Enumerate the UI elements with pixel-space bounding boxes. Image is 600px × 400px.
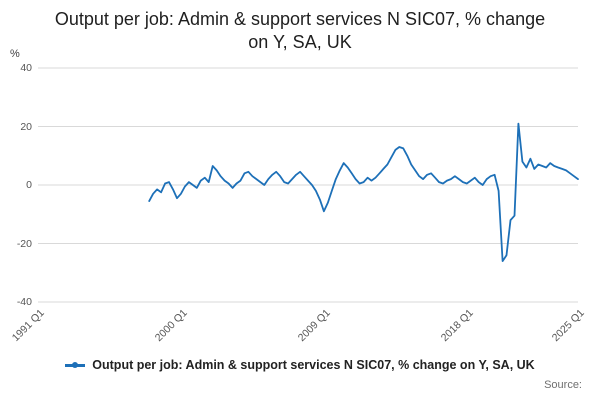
legend-marker-dot [72,362,79,368]
data-line [148,122,579,263]
x-axis-tick-label: 2025 Q1 [549,307,587,344]
legend-label: Output per job: Admin & support services… [92,358,535,372]
y-axis-tick-label: -20 [16,237,32,250]
chart-title: Output per job: Admin & support services… [54,9,546,53]
y-axis-tick-label: -40 [16,296,32,308]
legend-line-swatch [65,362,86,368]
x-axis-tick-label: 1991 Q1 [9,307,47,344]
legend: Output per job: Admin & support services… [0,358,600,372]
x-axis-tick-label: 2018 Q1 [438,307,476,344]
y-axis-tick-label: 40 [20,62,32,74]
y-axis-tick-label: 0 [26,179,32,191]
y-axis-unit-label: % [10,48,20,60]
x-axis-tick-label: 2000 Q1 [152,307,190,344]
source-label: Source: [544,379,582,391]
y-axis-tick-label: 20 [20,120,32,133]
x-axis-tick-label: 2009 Q1 [295,307,333,344]
